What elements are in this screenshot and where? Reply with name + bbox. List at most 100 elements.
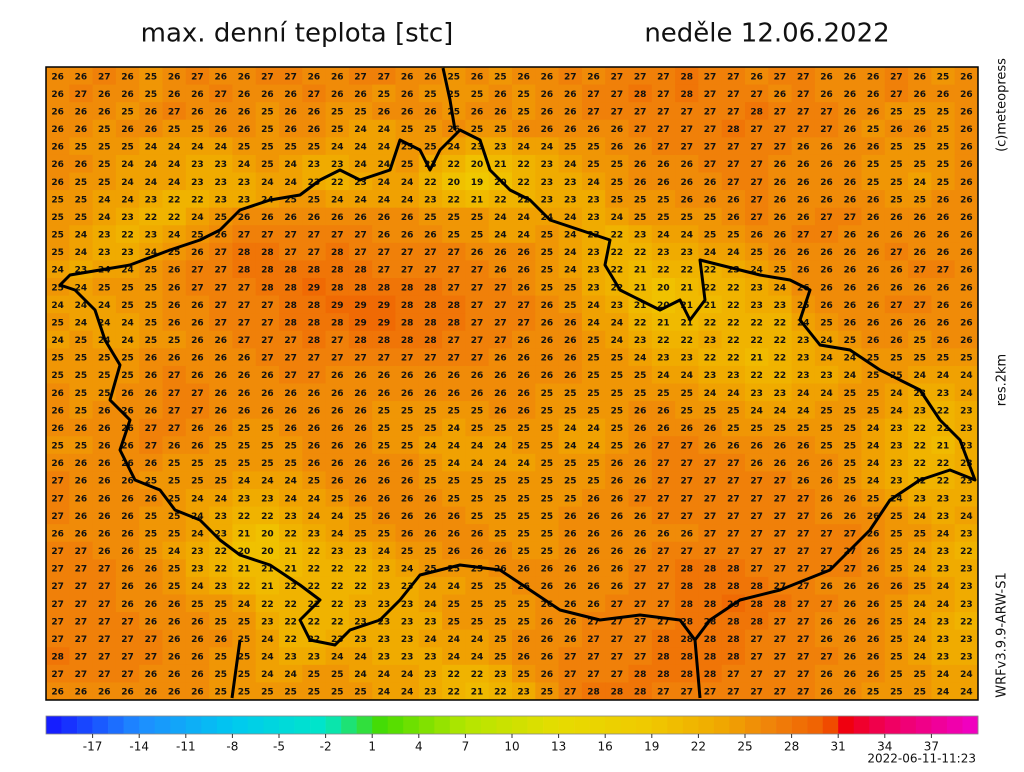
cell-value: 26	[634, 547, 647, 557]
cell-value: 26	[447, 389, 460, 399]
cell-value: 26	[750, 442, 763, 452]
cell-value: 27	[634, 107, 647, 117]
cell-value: 26	[191, 442, 204, 452]
cell-value: 24	[191, 529, 204, 539]
cell-value: 25	[98, 143, 111, 153]
cell-value: 26	[867, 635, 880, 645]
cell-value: 25	[238, 424, 251, 434]
cell	[302, 67, 327, 86]
cell-value: 25	[937, 354, 950, 364]
cell-value: 22	[680, 336, 693, 346]
cell-value: 24	[587, 178, 600, 188]
cell-value: 27	[401, 266, 414, 276]
cell-value: 23	[797, 336, 810, 346]
cell-value: 27	[587, 670, 600, 680]
cell-value: 24	[75, 318, 88, 328]
cell-value: 25	[517, 107, 530, 117]
cell-value: 22	[145, 213, 158, 223]
cell-value: 27	[820, 231, 833, 241]
cell-value: 27	[401, 248, 414, 258]
cell-value: 25	[51, 231, 64, 241]
cell-value: 25	[284, 442, 297, 452]
cell-value: 24	[564, 266, 577, 276]
cell	[279, 67, 303, 86]
cell-value: 26	[517, 248, 530, 258]
cell-value: 27	[750, 653, 763, 663]
cell-value: 25	[145, 336, 158, 346]
cell-value: 26	[401, 213, 414, 223]
cell-value: 22	[611, 266, 624, 276]
cell-value: 26	[121, 529, 134, 539]
cell-value: 23	[657, 354, 670, 364]
cell-value: 27	[168, 389, 181, 399]
cell-value: 26	[634, 160, 647, 170]
colorbar-tick-label: -11	[176, 740, 196, 754]
cell-value: 25	[471, 231, 484, 241]
cell-value: 26	[378, 371, 391, 381]
cell-value: 27	[98, 617, 111, 627]
cell-value: 26	[820, 195, 833, 205]
cell	[931, 84, 956, 103]
cell-value: 28	[704, 600, 717, 610]
cell	[698, 190, 723, 209]
cell	[675, 207, 699, 226]
cell-value: 23	[424, 160, 437, 170]
cell	[861, 137, 886, 156]
cell-value: 26	[820, 301, 833, 311]
cell-value: 27	[774, 688, 787, 698]
cell-value: 22	[517, 160, 530, 170]
cell-value: 27	[587, 635, 600, 645]
cell-value: 26	[937, 213, 950, 223]
cell-value: 27	[214, 318, 227, 328]
cell-value: 24	[214, 494, 227, 504]
cell-value: 25	[424, 213, 437, 223]
cell-value: 22	[331, 582, 344, 592]
cell-value: 26	[820, 143, 833, 153]
cell-value: 26	[867, 617, 880, 627]
cell-value: 24	[634, 354, 647, 364]
cell-value: 25	[471, 600, 484, 610]
cell	[628, 67, 653, 86]
cell-value: 27	[750, 565, 763, 575]
cell-value: 27	[564, 653, 577, 663]
cell-value: 26	[98, 477, 111, 487]
cell-value: 26	[774, 231, 787, 241]
cell-value: 26	[98, 688, 111, 698]
cell	[745, 137, 769, 156]
cell	[185, 190, 210, 209]
cell-value: 25	[657, 213, 670, 223]
cell-value: 26	[51, 424, 64, 434]
cell-value: 25	[261, 160, 274, 170]
cell	[115, 172, 140, 191]
cell	[302, 207, 327, 226]
cell-value: 25	[168, 125, 181, 135]
cell-value: 25	[867, 389, 880, 399]
cell	[279, 207, 303, 226]
cell-value: 25	[238, 653, 251, 663]
cell-value: 28	[51, 653, 64, 663]
cell	[838, 137, 862, 156]
cell-value: 26	[378, 459, 391, 469]
cell-value: 24	[401, 178, 414, 188]
cell-value: 25	[704, 406, 717, 416]
cell-value: 27	[727, 477, 740, 487]
cell-value: 25	[820, 424, 833, 434]
cell-value: 25	[587, 389, 600, 399]
cell-value: 25	[471, 512, 484, 522]
cell-value: 28	[634, 670, 647, 680]
cell-value: 25	[191, 477, 204, 487]
cell-value: 26	[308, 389, 321, 399]
cell-value: 24	[867, 459, 880, 469]
cell-value: 26	[494, 107, 507, 117]
cell	[185, 154, 210, 173]
cell-value: 23	[98, 231, 111, 241]
cell	[115, 190, 140, 209]
cell-value: 22	[611, 248, 624, 258]
cell-value: 22	[937, 477, 950, 487]
colorbar-tick-label: 25	[737, 740, 752, 754]
cell-value: 26	[564, 617, 577, 627]
cell-value: 21	[680, 283, 693, 293]
cell-value: 20	[657, 283, 670, 293]
cell-value: 26	[750, 72, 763, 82]
cell-value: 23	[890, 442, 903, 452]
